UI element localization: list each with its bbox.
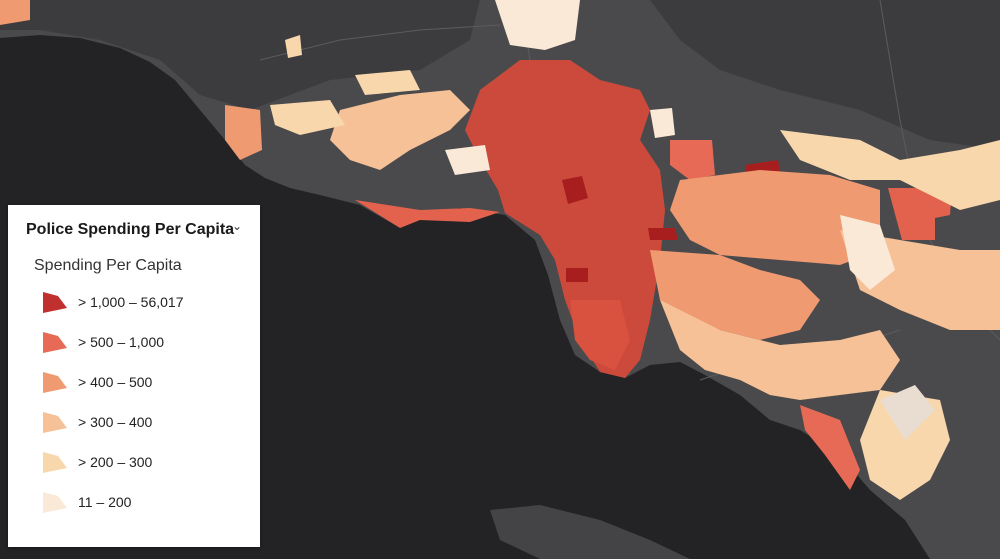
- dark-hills: [0, 0, 480, 110]
- region-top-5[interactable]: [648, 228, 678, 240]
- legend-subtitle: Spending Per Capita: [34, 257, 182, 274]
- legend-swatch: [43, 412, 67, 433]
- swatch-shape: [43, 452, 67, 473]
- region-nw[interactable]: [0, 0, 30, 25]
- region-north-1[interactable]: [495, 0, 580, 50]
- region-pale-4[interactable]: [880, 385, 935, 440]
- region-high[interactable]: [465, 60, 665, 378]
- legend-swatch: [43, 452, 67, 473]
- legend-class-label: > 500 – 1,000: [78, 334, 165, 350]
- legend-class-row: > 500 – 1,000: [42, 329, 164, 355]
- region-top-1[interactable]: [562, 176, 588, 204]
- legend-swatch: [43, 372, 67, 393]
- choropleth-layer: [0, 0, 1000, 500]
- legend-class-row: > 1,000 – 56,017: [42, 289, 184, 315]
- region-ltan-3[interactable]: [780, 130, 1000, 210]
- legend-class-label: > 200 – 300: [78, 454, 153, 470]
- region-southbay[interactable]: [570, 300, 630, 370]
- region-east-high[interactable]: [888, 188, 952, 240]
- region-pale-3[interactable]: [650, 108, 675, 138]
- legend-swatch: [43, 492, 67, 513]
- chevron-down-icon[interactable]: ⌄: [232, 219, 243, 233]
- swatch-shape: [43, 332, 67, 353]
- legend-class-row: > 200 – 300: [42, 449, 152, 475]
- region-mid-1[interactable]: [670, 170, 880, 265]
- region-ltan-1[interactable]: [660, 300, 900, 400]
- dark-hills-east: [650, 0, 1000, 150]
- region-east-mid[interactable]: [670, 140, 715, 180]
- swatch-shape: [43, 372, 67, 393]
- legend-class-row: > 400 – 500: [42, 369, 152, 395]
- legend-class-label: > 1,000 – 56,017: [78, 294, 184, 310]
- legend-panel: Police Spending Per Capita ⌄ Spending Pe…: [8, 205, 260, 547]
- region-valley-1[interactable]: [330, 90, 470, 170]
- legend-title: Police Spending Per Capita: [26, 221, 235, 238]
- region-pale-1[interactable]: [840, 215, 895, 290]
- region-west-1[interactable]: [225, 105, 262, 160]
- region-pale-2[interactable]: [445, 145, 490, 175]
- region-oc-coast[interactable]: [800, 405, 860, 490]
- swatch-shape: [43, 292, 67, 313]
- legend-class-label: 11 – 200: [78, 494, 132, 510]
- region-valley-3[interactable]: [355, 70, 420, 95]
- legend-class-label: > 300 – 400: [78, 414, 153, 430]
- legend-swatch: [43, 332, 67, 353]
- region-top-2[interactable]: [566, 268, 588, 282]
- legend-swatch: [43, 292, 67, 313]
- region-north-2[interactable]: [285, 35, 302, 58]
- legend-class-row: > 300 – 400: [42, 409, 152, 435]
- swatch-shape: [43, 412, 67, 433]
- legend-class-label: > 400 – 500: [78, 374, 153, 390]
- island: [490, 505, 690, 559]
- swatch-shape: [43, 492, 67, 513]
- legend-class-row: 11 – 200: [42, 489, 131, 515]
- region-coast-strip[interactable]: [355, 200, 500, 228]
- region-valley-2[interactable]: [270, 100, 345, 135]
